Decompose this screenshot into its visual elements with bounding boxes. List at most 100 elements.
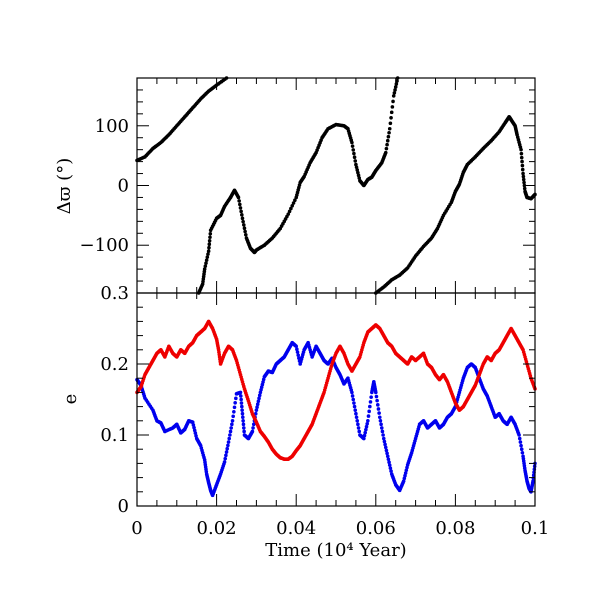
data-point: [228, 429, 233, 434]
y-tick-label: 0: [118, 176, 129, 197]
data-point: [520, 159, 524, 164]
data-point: [242, 226, 247, 230]
data-point: [289, 206, 293, 211]
data-point: [352, 404, 357, 409]
data-point: [250, 429, 255, 434]
data-point: [386, 457, 391, 462]
data-point: [379, 422, 383, 427]
data-point: [352, 155, 357, 160]
data-point: [350, 140, 354, 145]
data-point: [238, 206, 243, 210]
data-point: [519, 147, 523, 152]
data-point: [521, 177, 526, 182]
bottom-y-axis-label: e: [60, 394, 81, 405]
data-point: [294, 344, 299, 349]
data-point: [386, 134, 391, 139]
data-point: [402, 476, 407, 481]
y-tick-label: 0.3: [100, 283, 129, 304]
data-point: [295, 347, 299, 352]
data-point: [404, 468, 409, 473]
data-point: [241, 419, 245, 423]
x-tick-label: 0.08: [435, 518, 475, 539]
data-point: [387, 126, 392, 131]
data-point: [389, 116, 393, 120]
data-point: [403, 473, 407, 478]
data-point: [376, 407, 381, 411]
data-point: [255, 405, 259, 409]
top-panel-plot: −100 0 100 Δϖ (°): [54, 76, 537, 295]
data-point: [290, 204, 295, 208]
data-point: [522, 180, 526, 185]
data-point: [204, 261, 208, 265]
data-point: [521, 174, 526, 179]
data-point: [366, 414, 371, 418]
data-point: [375, 398, 379, 403]
data-point: [401, 479, 406, 483]
data-point: [389, 469, 393, 473]
data-point: [207, 242, 212, 247]
data-point: [287, 209, 292, 214]
data-point: [251, 426, 255, 430]
bottom-panel-points: [135, 319, 537, 498]
data-point: [205, 255, 210, 259]
data-point: [519, 151, 524, 156]
data-point: [242, 429, 246, 434]
data-point: [229, 426, 233, 430]
data-point: [223, 456, 228, 461]
y-tick-label: −100: [80, 235, 129, 256]
data-point: [226, 443, 230, 448]
data-point: [519, 155, 524, 160]
data-point: [388, 121, 393, 126]
data-point: [355, 419, 360, 423]
data-point: [230, 419, 235, 423]
data-point: [243, 229, 247, 234]
data-point: [232, 410, 236, 414]
top-panel-frame: [136, 77, 536, 294]
data-point: [240, 213, 244, 217]
data-point: [208, 235, 212, 240]
data-point: [353, 408, 358, 412]
data-point: [240, 411, 245, 416]
data-point: [202, 267, 207, 271]
data-point: [254, 408, 259, 412]
data-point: [520, 163, 525, 168]
data-point: [353, 159, 358, 163]
data-point: [403, 471, 408, 475]
data-point: [227, 436, 231, 441]
data-point: [383, 442, 387, 447]
data-point: [240, 408, 244, 412]
data-point: [256, 399, 261, 404]
data-point: [295, 350, 300, 354]
x-tick-label: 0.06: [356, 518, 396, 539]
data-point: [385, 454, 390, 459]
data-point: [236, 195, 241, 200]
data-point: [375, 403, 380, 407]
data-point: [208, 231, 213, 236]
data-point: [234, 396, 238, 401]
data-point: [384, 146, 389, 151]
data-point: [377, 415, 382, 420]
data-point: [238, 202, 242, 207]
data-point: [356, 426, 361, 430]
top-panel-ticks: −100 0 100: [80, 77, 536, 294]
data-point: [369, 395, 373, 399]
data-point: [521, 171, 525, 176]
y-tick-label: 0.2: [100, 354, 129, 375]
data-point: [192, 425, 196, 430]
data-point: [239, 397, 243, 402]
data-point: [357, 176, 362, 180]
data-point: [364, 424, 369, 429]
data-point: [519, 447, 524, 452]
data-point: [392, 91, 397, 95]
bottom-panel-frame: [136, 292, 536, 507]
data-point: [352, 151, 356, 156]
data-point: [240, 216, 245, 221]
data-point: [391, 99, 395, 104]
data-point: [393, 85, 398, 89]
data-point: [257, 396, 261, 401]
x-tick-label: 0: [131, 518, 142, 539]
data-point: [517, 433, 521, 437]
data-point: [517, 436, 522, 441]
data-point: [251, 422, 256, 427]
data-point: [253, 411, 258, 416]
